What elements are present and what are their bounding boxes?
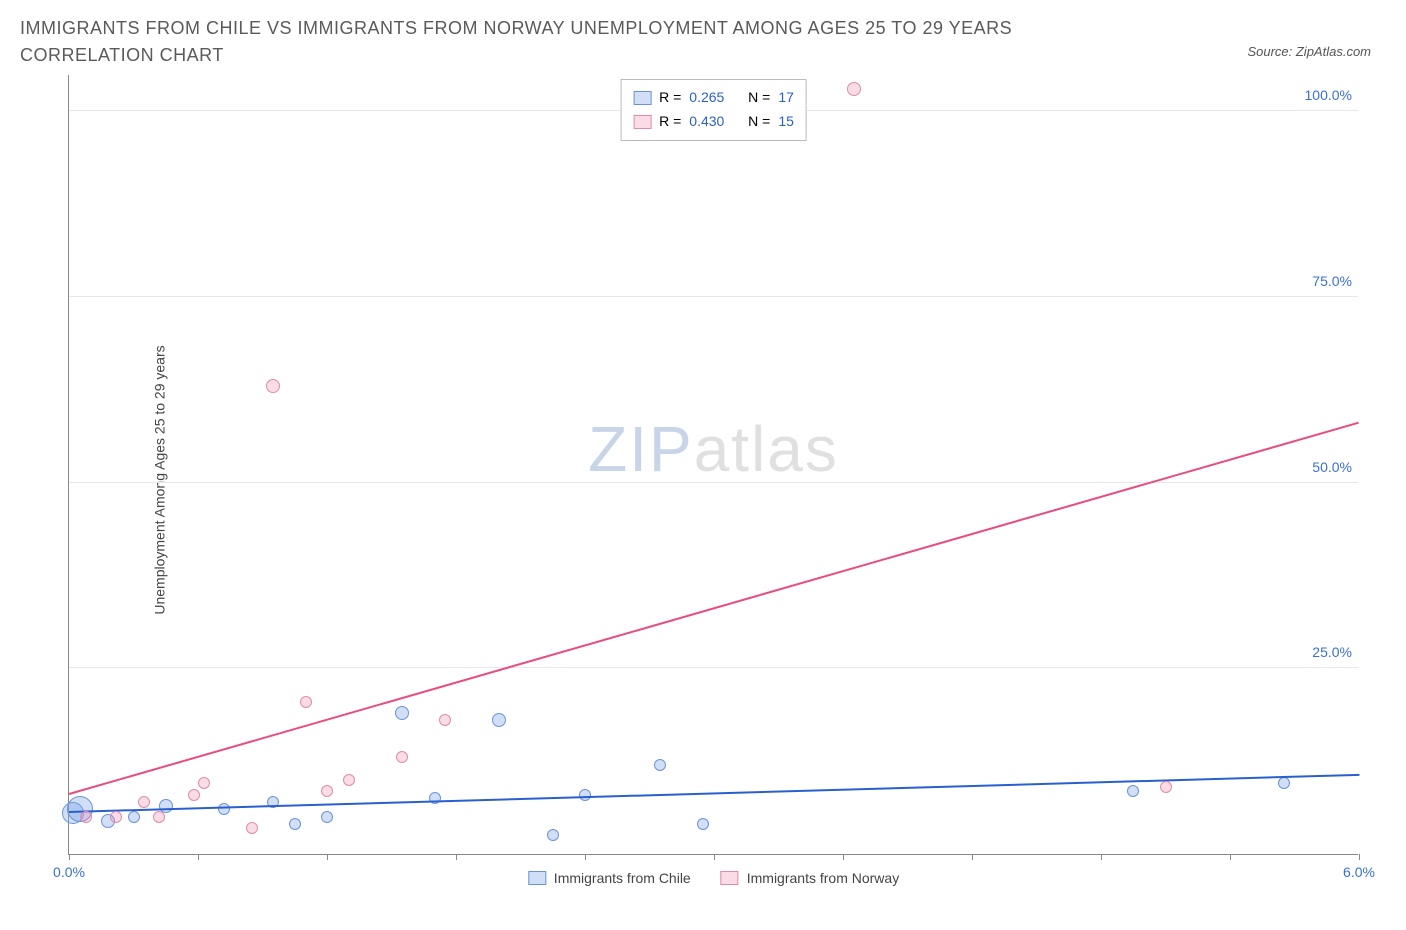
legend-item-norway: Immigrants from Norway [721,870,899,886]
trend-line [69,421,1360,794]
x-tick [1101,854,1102,860]
x-tick [843,854,844,860]
scatter-point [321,811,333,823]
scatter-point [1278,777,1290,789]
x-tick [972,854,973,860]
scatter-point [246,822,258,834]
scatter-point [198,777,210,789]
x-tick [69,854,70,860]
legend-item-chile: Immigrants from Chile [528,870,691,886]
x-tick [456,854,457,860]
scatter-point [492,713,506,727]
y-tick-label: 75.0% [1312,273,1352,289]
scatter-point [396,751,408,763]
scatter-point [847,82,861,96]
scatter-point [395,706,409,720]
x-tick [714,854,715,860]
source-attribution: Source: ZipAtlas.com [1247,44,1371,59]
x-tick [198,854,199,860]
plot-area: ZIPatlas R = 0.265 N = 17 R = 0.430 N = … [68,75,1358,855]
scatter-point [300,696,312,708]
y-tick-label: 100.0% [1305,87,1352,103]
x-tick-label: 0.0% [53,864,85,880]
scatter-point [343,774,355,786]
swatch-norway-icon [721,871,739,885]
legend-row-chile: R = 0.265 N = 17 [633,86,794,110]
trend-line [69,774,1359,813]
gridline [69,667,1358,668]
scatter-point [266,379,280,393]
swatch-norway [633,115,651,129]
scatter-point [289,818,301,830]
scatter-point [697,818,709,830]
scatter-point [138,796,150,808]
scatter-point [1160,781,1172,793]
scatter-point [110,811,122,823]
scatter-point [321,785,333,797]
x-tick-label: 6.0% [1343,864,1375,880]
gridline [69,296,1358,297]
x-tick [327,854,328,860]
y-tick-label: 25.0% [1312,644,1352,660]
scatter-point [153,811,165,823]
scatter-point [188,789,200,801]
scatter-point [128,811,140,823]
scatter-point [1127,785,1139,797]
scatter-point [80,811,92,823]
swatch-chile-icon [528,871,546,885]
y-tick-label: 50.0% [1312,459,1352,475]
scatter-point [654,759,666,771]
watermark: ZIPatlas [588,412,839,486]
correlation-legend: R = 0.265 N = 17 R = 0.430 N = 15 [620,79,807,141]
gridline [69,482,1358,483]
series-legend: Immigrants from Chile Immigrants from No… [528,870,899,886]
scatter-point [547,829,559,841]
x-tick [1359,854,1360,860]
x-tick [585,854,586,860]
x-tick [1230,854,1231,860]
chart-title: IMMIGRANTS FROM CHILE VS IMMIGRANTS FROM… [20,15,1120,69]
scatter-point [218,803,230,815]
legend-row-norway: R = 0.430 N = 15 [633,110,794,134]
scatter-point [439,714,451,726]
scatter-point [579,789,591,801]
swatch-chile [633,91,651,105]
chart-container: Unemployment Among Ages 25 to 29 years Z… [20,75,1386,885]
